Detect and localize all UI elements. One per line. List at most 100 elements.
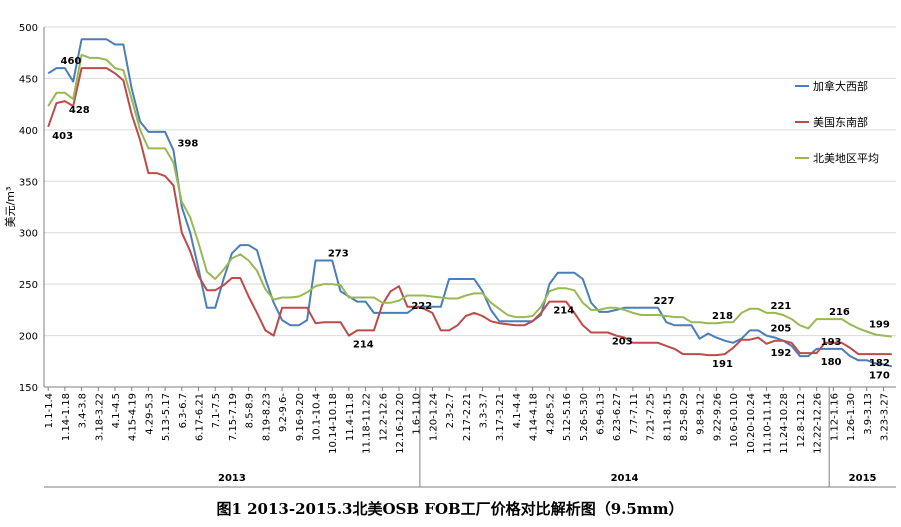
- x-tick-label: 3.17-3.21: [495, 393, 506, 441]
- legend-label: 加拿大西部: [813, 79, 868, 93]
- x-tick-label: 8.5-8.9: [245, 393, 256, 428]
- year-label: 2013: [218, 473, 246, 484]
- y-tick-label: 500: [19, 23, 38, 34]
- x-tick-label: 12.16-12.20: [395, 393, 406, 454]
- x-tick-label: 2.17-2.21: [462, 393, 473, 441]
- year-labels: 2013 2014 2015: [218, 387, 877, 487]
- data-label: 199: [869, 320, 890, 331]
- x-tick-label: 9.22-9.26: [712, 393, 723, 441]
- data-label: 403: [52, 131, 73, 142]
- gridlines: [44, 26, 896, 388]
- axes: [43, 27, 896, 488]
- x-tick-label: 1.20-1.24: [428, 393, 439, 441]
- x-tick-label: 7.1-7.5: [211, 393, 222, 428]
- x-tick-label: 3.18-3.22: [94, 393, 105, 441]
- x-tick-label: 11.10-11.14: [763, 393, 774, 454]
- x-tick-label: 5.12-5.16: [562, 393, 573, 441]
- x-tick-label: 5.13-5.17: [161, 393, 172, 441]
- x-tick-label: 6.17-6.21: [195, 393, 206, 441]
- data-label: 214: [553, 306, 574, 317]
- x-tick-label: 8.19-8.23: [261, 393, 272, 441]
- x-tick-label: 9.16-9.20: [295, 393, 306, 441]
- chart-title: 图1 2013-2015.3北美OSB FOB工厂价格对比解析图（9.5mm）: [216, 500, 683, 518]
- x-tick-label: 4.1-4.5: [111, 393, 122, 428]
- data-label: 222: [411, 301, 432, 312]
- x-tick-labels: 1.1-1.4 1.14-1.18 3.4-3.8 3.18-3.22 4.1-4.5 4…: [44, 387, 890, 454]
- x-tick-label: 11.18-11.22: [362, 393, 373, 454]
- x-tick-label: 1.12-1.16: [829, 393, 840, 441]
- data-label: 203: [612, 336, 633, 347]
- x-tick-label: 3.9-3.13: [863, 393, 874, 435]
- data-label: 193: [821, 337, 842, 348]
- data-label: 182: [869, 358, 890, 369]
- data-label: 428: [69, 105, 90, 116]
- data-label: 192: [771, 348, 792, 359]
- x-tick-label: 7.7-7.11: [629, 393, 640, 435]
- x-tick-label: 7.15-7.19: [228, 393, 239, 441]
- series-lines: [47, 38, 893, 368]
- y-tick-label: 200: [19, 332, 38, 343]
- x-tick-label: 12.8-12.12: [796, 393, 807, 448]
- x-tick-label: 5.26-5.30: [579, 393, 590, 441]
- x-tick-label: 10.6-10.10: [729, 393, 740, 448]
- data-label: 191: [712, 359, 733, 370]
- data-label: 398: [177, 138, 198, 149]
- legend-label: 美国东南部: [813, 115, 868, 129]
- x-tick-label: 7.21-7.25: [646, 393, 657, 441]
- data-label: 214: [353, 340, 374, 351]
- x-tick-label: 10.1-10.4: [311, 393, 322, 441]
- x-tick-label: 6.3-6.7: [178, 393, 189, 428]
- x-tick-label: 4.14-4.18: [529, 393, 540, 441]
- y-tick-label: 150: [19, 383, 38, 394]
- y-tick-label: 300: [19, 229, 38, 240]
- x-tick-label: 6.23-6.27: [612, 393, 623, 441]
- series-line-0: [47, 38, 893, 368]
- data-label: 273: [328, 248, 349, 259]
- data-label: 180: [821, 357, 842, 368]
- data-label: 170: [869, 370, 890, 381]
- x-tick-label: 10.20-10.24: [746, 393, 757, 454]
- data-label: 460: [61, 56, 82, 67]
- x-tick-label: 4.1-4.4: [512, 393, 523, 428]
- x-tick-label: 3.4-3.8: [78, 393, 89, 428]
- x-tick-label: 3.3-3.7: [479, 393, 490, 428]
- data-label: 205: [771, 324, 792, 335]
- x-tick-label: 9.2-9.6-: [278, 393, 289, 432]
- data-label: 221: [771, 301, 792, 312]
- y-tick-label: 350: [19, 177, 38, 188]
- x-tick-label: 3.23-3.27: [879, 393, 890, 441]
- x-tick-label: 1.14-1.18: [61, 393, 72, 441]
- x-tick-label: 4.29-5.3: [144, 393, 155, 435]
- year-label: 2014: [611, 473, 639, 484]
- data-labels: 460 428 403 398 273 214 222 214 203 227 218 191 221 2…: [52, 56, 890, 381]
- y-tick-label: 250: [19, 280, 38, 291]
- x-tick-label: 12.22-12.26: [813, 393, 824, 454]
- x-tick-label: 10.14-10.18: [328, 393, 339, 454]
- x-tick-label: 8.25-8.29: [679, 393, 690, 441]
- x-tick-label: 1.26-1.30: [846, 393, 857, 441]
- x-tick-label: 12.2-12.6: [378, 393, 389, 441]
- x-tick-label: 4.28-5.2: [545, 393, 556, 435]
- y-tick-labels: 150 200 250 300 350 400 450 500: [19, 23, 38, 394]
- x-tick-label: 8.11-8.15: [662, 393, 673, 441]
- series-line-1: [47, 67, 892, 357]
- data-label: 218: [712, 311, 733, 322]
- year-label: 2015: [849, 473, 877, 484]
- x-tick-label: 1.1-1.4: [44, 393, 55, 428]
- legend-label: 北美地区平均: [813, 152, 879, 165]
- x-tick-label: 4.15-4.19: [128, 393, 139, 441]
- x-tick-label: 11.24-10.28: [779, 393, 790, 454]
- y-tick-label: 450: [19, 74, 38, 85]
- data-label: 216: [829, 307, 850, 318]
- x-tick-label: 9.8-9.12: [696, 393, 707, 435]
- y-axis-label: 美元/m³: [4, 187, 17, 228]
- series-line-2: [47, 53, 892, 338]
- y-tick-label: 400: [19, 126, 38, 137]
- x-tick-label: 2.3-2.7: [445, 393, 456, 428]
- x-tick-label: 1.6-1.10: [412, 393, 423, 435]
- x-tick-label: 6.9-6.13: [595, 393, 606, 435]
- data-label: 227: [654, 296, 675, 307]
- x-tick-label: 11.4-11.8: [345, 393, 356, 441]
